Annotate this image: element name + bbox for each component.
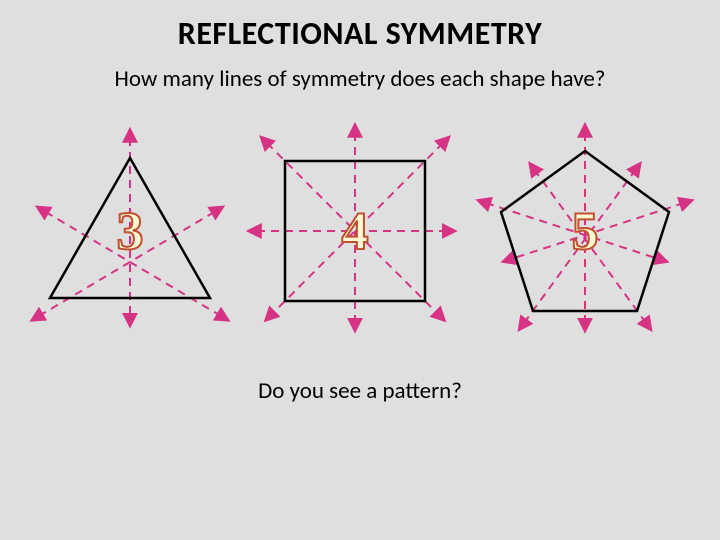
subtitle-text: How many lines of symmetry does each sha… — [0, 65, 720, 93]
pentagon-diagram: 5 — [475, 121, 695, 341]
triangle-svg — [25, 126, 235, 336]
square-svg — [245, 121, 465, 341]
shapes-row: 3 4 5 — [0, 121, 720, 341]
symmetry-line — [531, 165, 646, 323]
page-title: REFLECTIONAL SYMMETRY — [0, 14, 720, 53]
square-diagram: 4 — [245, 121, 465, 341]
pentagon-svg — [475, 121, 695, 341]
bottom-text: Do you see a pattern? — [0, 377, 720, 405]
triangle-diagram: 3 — [25, 126, 235, 336]
symmetry-line — [524, 165, 639, 323]
